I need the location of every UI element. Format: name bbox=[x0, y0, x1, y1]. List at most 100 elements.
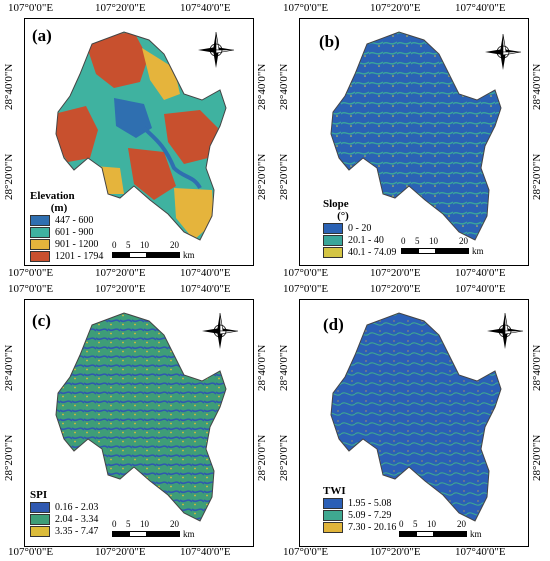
lat-label-right-2: 28°20'0"N bbox=[256, 434, 268, 481]
legend-item: 601 - 900 bbox=[30, 226, 103, 238]
scale-tick: 0 bbox=[399, 519, 404, 529]
lon-label-top-3: 107°40'0"E bbox=[455, 283, 506, 295]
lon-label-bottom-2: 107°20'0"E bbox=[95, 267, 146, 279]
scale-tick: 5 bbox=[126, 519, 131, 529]
legend-item: 20.1 - 40 bbox=[323, 234, 396, 246]
legend-item: 2.04 - 3.34 bbox=[30, 513, 98, 525]
scale-tick: 0 bbox=[401, 236, 406, 246]
scale-tick: 10 bbox=[140, 240, 149, 250]
legend-label: 447 - 600 bbox=[55, 214, 94, 226]
lon-label-bottom-2: 107°20'0"E bbox=[370, 546, 421, 558]
slope-map bbox=[330, 31, 502, 241]
legend-spi: SPI 0.16 - 2.03 2.04 - 3.34 3.35 - 7.47 bbox=[30, 489, 98, 537]
legend-item: 0 - 20 bbox=[323, 222, 396, 234]
panel-label-d: (d) bbox=[323, 315, 344, 334]
lon-label-top-2: 107°20'0"E bbox=[370, 283, 421, 295]
lat-label-left-1: 28°40'0"N bbox=[3, 63, 15, 110]
scale-tick: 10 bbox=[429, 236, 438, 246]
compass-rose-icon bbox=[487, 312, 524, 349]
lat-label-right-1: 28°40'0"N bbox=[256, 63, 268, 110]
lon-label-bottom-3: 107°40'0"E bbox=[180, 546, 231, 558]
legend-label: 1201 - 1794 bbox=[55, 250, 104, 262]
scale-unit: km bbox=[183, 250, 195, 260]
scale-tick: 5 bbox=[415, 236, 420, 246]
scale-bar-graphic bbox=[401, 248, 469, 254]
scale-bar: 0 5 10 20 km bbox=[112, 519, 202, 539]
legend-label: 3.35 - 7.47 bbox=[55, 525, 99, 537]
panel-label-b: (b) bbox=[319, 32, 340, 51]
scale-tick: 20 bbox=[170, 240, 179, 250]
legend-swatch bbox=[323, 521, 343, 533]
legend-swatch bbox=[30, 250, 50, 262]
panel-label-c: (c) bbox=[32, 311, 51, 330]
lat-label-right-1: 28°40'0"N bbox=[256, 344, 268, 391]
scale-tick: 20 bbox=[170, 519, 179, 529]
legend-title: Slope bbox=[323, 198, 349, 210]
scale-bar-graphic bbox=[112, 252, 180, 258]
scale-tick: 0 bbox=[112, 519, 117, 529]
scale-unit: km bbox=[470, 529, 482, 539]
legend-title: Elevation bbox=[30, 190, 75, 202]
panel-label-a: (a) bbox=[32, 26, 52, 45]
legend-item: 40.1 - 74.09 bbox=[323, 246, 396, 258]
scale-unit: km bbox=[472, 246, 484, 256]
elevation-map bbox=[55, 31, 227, 241]
lon-label-bottom-1: 107°0'0"E bbox=[8, 267, 54, 279]
lon-label-bottom-2: 107°20'0"E bbox=[370, 267, 421, 279]
lat-label-left-2: 28°20'0"N bbox=[278, 153, 290, 200]
lat-label-left-1: 28°40'0"N bbox=[278, 344, 290, 391]
scale-unit: km bbox=[183, 529, 195, 539]
legend-item: 3.35 - 7.47 bbox=[30, 525, 98, 537]
legend-swatch bbox=[323, 234, 343, 246]
lat-label-left-2: 28°20'0"N bbox=[3, 434, 15, 481]
legend-swatch bbox=[30, 501, 50, 513]
legend-item: 7.30 - 20.16 bbox=[323, 521, 396, 533]
lon-label-bottom-2: 107°20'0"E bbox=[95, 546, 146, 558]
legend-title: SPI bbox=[30, 489, 48, 501]
lon-label-top-1: 107°0'0"E bbox=[283, 2, 329, 14]
compass-rose-icon bbox=[202, 312, 239, 349]
legend-label: 2.04 - 3.34 bbox=[55, 513, 99, 525]
legend-label: 601 - 900 bbox=[55, 226, 94, 238]
legend-label: 20.1 - 40 bbox=[348, 234, 384, 246]
scale-bar-graphic bbox=[399, 531, 467, 537]
legend-swatch bbox=[30, 525, 50, 537]
lon-label-top-1: 107°0'0"E bbox=[283, 283, 329, 295]
lon-label-top-3: 107°40'0"E bbox=[180, 2, 231, 14]
scale-labels: 0 5 10 20 bbox=[399, 519, 489, 529]
scale-tick: 5 bbox=[126, 240, 131, 250]
lon-label-bottom-1: 107°0'0"E bbox=[8, 546, 54, 558]
panel-slope: 107°0'0"E 107°20'0"E 107°40'0"E 28°40'0"… bbox=[275, 0, 550, 280]
lat-label-left-2: 28°20'0"N bbox=[3, 153, 15, 200]
legend-unit: (°) bbox=[337, 210, 349, 222]
lat-label-left-1: 28°40'0"N bbox=[3, 344, 15, 391]
scale-tick: 20 bbox=[457, 519, 466, 529]
lat-label-right-2: 28°20'0"N bbox=[256, 153, 268, 200]
legend-swatch bbox=[30, 513, 50, 525]
legend-swatch bbox=[323, 497, 343, 509]
legend-swatch bbox=[30, 214, 50, 226]
lat-label-right-1: 28°40'0"N bbox=[531, 63, 543, 110]
legend-item: 1201 - 1794 bbox=[30, 250, 103, 262]
lon-label-bottom-1: 107°0'0"E bbox=[283, 546, 329, 558]
lon-label-top-2: 107°20'0"E bbox=[95, 2, 146, 14]
lon-label-top-3: 107°40'0"E bbox=[180, 283, 231, 295]
scale-tick: 5 bbox=[413, 519, 418, 529]
lon-label-bottom-3: 107°40'0"E bbox=[455, 267, 506, 279]
legend-label: 7.30 - 20.16 bbox=[348, 521, 397, 533]
scale-labels: 0 5 10 20 bbox=[112, 519, 202, 529]
legend-label: 5.09 - 7.29 bbox=[348, 509, 392, 521]
lat-label-left-1: 28°40'0"N bbox=[278, 63, 290, 110]
legend-label: 901 - 1200 bbox=[55, 238, 99, 250]
lat-label-right-2: 28°20'0"N bbox=[531, 434, 543, 481]
lon-label-bottom-3: 107°40'0"E bbox=[455, 546, 506, 558]
legend-swatch bbox=[30, 226, 50, 238]
scale-bar: 0 5 10 20 km bbox=[399, 519, 489, 539]
legend-swatch bbox=[30, 238, 50, 250]
lon-label-top-2: 107°20'0"E bbox=[95, 283, 146, 295]
lat-label-right-1: 28°40'0"N bbox=[531, 344, 543, 391]
lon-label-top-1: 107°0'0"E bbox=[8, 283, 54, 295]
lon-label-top-2: 107°20'0"E bbox=[370, 2, 421, 14]
legend-label: 0 - 20 bbox=[348, 222, 372, 234]
legend-swatch bbox=[323, 222, 343, 234]
